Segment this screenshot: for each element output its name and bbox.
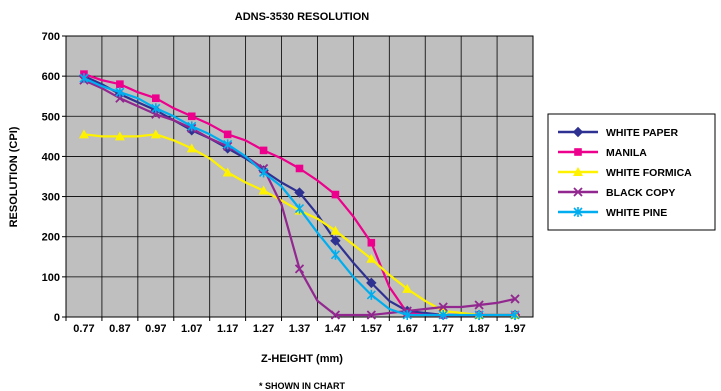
legend-marker-white-formica — [573, 167, 583, 176]
x-axis-ticks: 0.77 0.87 0.97 1.07 1.17 1.27 1.37 1.47 1.57 1.67… — [65, 317, 526, 335]
y-tick-label: 100 — [42, 272, 60, 284]
data-point-white-formica — [330, 225, 341, 235]
data-point-white-pine — [151, 103, 161, 114]
y-tick-label: 200 — [42, 232, 60, 244]
data-point-white-pine — [510, 309, 520, 320]
data-point-black-copy — [330, 310, 341, 320]
data-point-white-pine — [294, 203, 305, 214]
data-point-white-pine — [402, 309, 412, 320]
data-point-black-copy — [438, 302, 448, 312]
data-point-manila — [187, 112, 196, 121]
data-point-white-formica — [222, 167, 233, 177]
y-tick-label: 400 — [42, 151, 60, 163]
data-point-white-formica — [402, 283, 413, 293]
data-point-manila — [331, 190, 340, 199]
data-point-black-copy — [366, 310, 376, 320]
x-axis-label: Z-HEIGHT (mm) — [261, 353, 343, 365]
y-tick-label: 500 — [42, 111, 60, 123]
x-tick-label: 1.37 — [289, 323, 310, 335]
data-point-white-pine — [79, 73, 89, 84]
legend: WHITE PAPER MANILA WHITE FORMICA BLACK COPY… — [547, 113, 716, 231]
x-tick-label: 0.97 — [145, 323, 166, 335]
data-point-white-formica — [150, 129, 161, 139]
data-point-white-formica — [366, 253, 377, 263]
legend-marker-manila — [574, 148, 582, 156]
data-point-manila — [259, 146, 268, 155]
data-point-manila — [295, 164, 304, 173]
chart-title: ADNS-3530 RESOLUTION — [235, 11, 370, 23]
y-tick-label: 0 — [54, 312, 60, 324]
data-point-white-paper — [294, 187, 305, 198]
data-point-black-copy — [510, 294, 520, 304]
x-tick-label: 1.97 — [504, 323, 525, 335]
plot-area — [65, 35, 534, 318]
legend-label-manila: MANILA — [606, 147, 647, 159]
data-point-white-formica — [78, 129, 89, 139]
x-tick-label: 1.17 — [217, 323, 238, 335]
legend-label-white-pine: WHITE PINE — [606, 207, 667, 219]
data-point-white-paper — [330, 235, 341, 246]
x-tick-label: 0.77 — [73, 323, 94, 335]
y-tick-label: 600 — [42, 71, 60, 83]
data-point-white-pine — [115, 87, 125, 98]
data-point-white-pine — [259, 167, 269, 178]
data-point-white-formica — [258, 185, 269, 195]
grid — [66, 36, 533, 317]
series-white-pine — [79, 73, 520, 320]
data-point-manila — [223, 130, 232, 139]
x-tick-label: 1.07 — [181, 323, 202, 335]
legend-label-black-copy: BLACK COPY — [606, 187, 675, 199]
chart-caption: * SHOWN IN CHART — [259, 381, 345, 391]
x-tick-label: 1.77 — [432, 323, 453, 335]
data-point-white-formica — [114, 131, 125, 141]
y-tick-label: 300 — [42, 192, 60, 204]
legend-label-white-paper: WHITE PAPER — [606, 127, 679, 139]
legend-marker-white-pine — [573, 207, 583, 217]
data-point-white-formica — [186, 143, 197, 153]
x-tick-label: 1.67 — [397, 323, 418, 335]
data-point-white-pine — [366, 289, 376, 300]
data-point-black-copy — [474, 300, 484, 310]
x-tick-label: 1.47 — [325, 323, 346, 335]
series-layer — [78, 70, 521, 321]
data-point-black-copy — [294, 264, 305, 274]
data-point-manila — [152, 94, 160, 103]
x-tick-label: 1.87 — [468, 323, 489, 335]
data-point-white-pine — [438, 309, 448, 320]
y-tick-label: 700 — [42, 31, 60, 43]
x-tick-label: 1.57 — [361, 323, 382, 335]
x-tick-label: 0.87 — [109, 323, 130, 335]
x-tick-label: 1.27 — [253, 323, 274, 335]
data-point-white-pine — [223, 139, 233, 150]
data-point-white-paper — [366, 277, 377, 289]
legend-marker-black-copy — [573, 187, 583, 197]
y-axis-label: RESOLUTION (CPI) — [8, 126, 20, 227]
data-point-white-pine — [474, 309, 484, 320]
data-point-manila — [116, 80, 124, 88]
data-point-white-pine — [187, 121, 197, 132]
data-point-manila — [367, 238, 376, 247]
data-point-white-pine — [330, 249, 340, 260]
y-axis-ticks: 0 100 200 300 400 500 600 700 — [42, 31, 66, 324]
legend-marker-white-paper — [572, 126, 584, 138]
legend-label-white-formica: WHITE FORMICA — [606, 167, 692, 179]
